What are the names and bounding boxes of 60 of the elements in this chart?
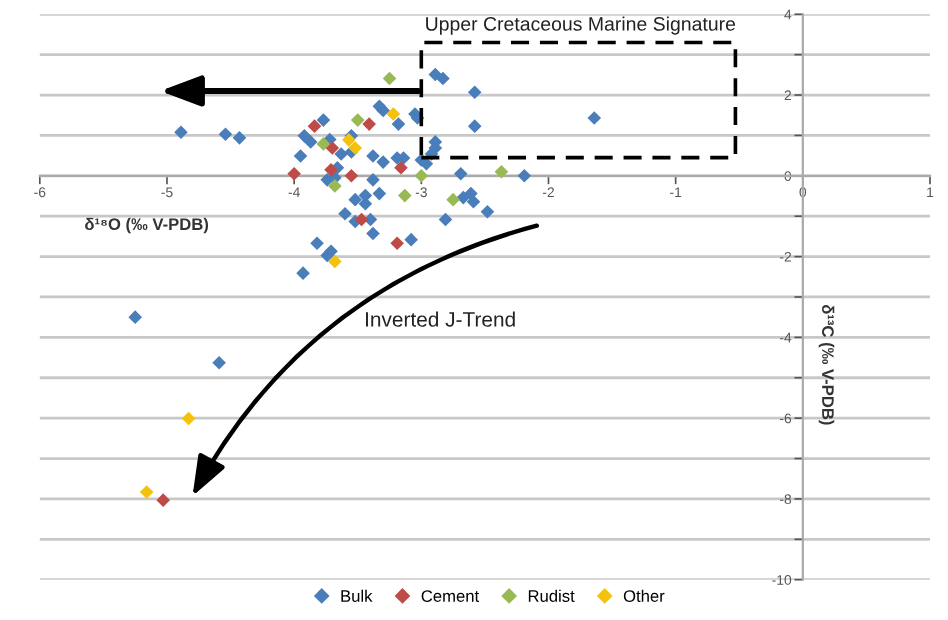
point — [466, 194, 481, 209]
point — [156, 493, 170, 507]
point — [316, 113, 331, 127]
point — [128, 310, 142, 324]
point — [350, 113, 365, 127]
point — [587, 111, 602, 125]
point — [297, 129, 312, 143]
point — [181, 411, 196, 426]
point — [310, 236, 324, 251]
x-axis-title: δ¹⁸O (‰ V-PDB) — [85, 217, 209, 234]
point — [394, 160, 408, 175]
point — [303, 135, 318, 149]
point — [344, 169, 359, 183]
legend-label: Rudist — [528, 589, 575, 602]
point — [328, 179, 342, 193]
point — [382, 71, 397, 86]
point — [414, 169, 429, 183]
point — [517, 169, 532, 183]
point — [366, 173, 380, 187]
point — [366, 226, 380, 241]
legend-label: Bulk — [341, 589, 373, 602]
point — [338, 206, 352, 221]
point — [354, 212, 369, 227]
point — [467, 85, 482, 100]
point — [372, 186, 387, 201]
point — [386, 107, 401, 121]
point — [436, 71, 450, 86]
point — [480, 204, 495, 219]
point — [232, 131, 247, 145]
point — [328, 254, 342, 269]
point — [348, 192, 362, 207]
point — [390, 236, 404, 251]
point — [391, 117, 406, 131]
point — [446, 192, 460, 207]
point — [376, 155, 390, 169]
point — [174, 125, 188, 139]
legend-label: Cement — [421, 590, 480, 602]
point — [494, 164, 509, 179]
point — [397, 188, 412, 203]
point — [467, 119, 482, 133]
point — [362, 117, 376, 131]
point — [324, 162, 338, 177]
point — [325, 141, 340, 155]
point — [404, 232, 418, 247]
point — [296, 266, 310, 280]
point — [218, 127, 233, 142]
point — [307, 119, 322, 133]
point — [438, 212, 453, 227]
point — [334, 147, 349, 161]
point — [366, 149, 380, 163]
point — [453, 166, 468, 181]
point — [287, 166, 301, 181]
annotation: Inverted J-Trend — [366, 311, 515, 327]
point — [316, 137, 331, 151]
annotation: Upper Cretaceous Marine Signature — [426, 16, 736, 35]
point — [212, 356, 226, 370]
y-axis-title: δ¹³C (‰ V-PDB) — [818, 304, 835, 425]
point — [293, 149, 308, 163]
legend-label: Other — [623, 589, 665, 602]
point — [139, 485, 154, 499]
